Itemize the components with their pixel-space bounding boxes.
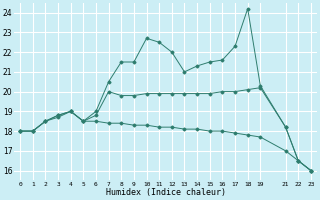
X-axis label: Humidex (Indice chaleur): Humidex (Indice chaleur) bbox=[106, 188, 226, 197]
